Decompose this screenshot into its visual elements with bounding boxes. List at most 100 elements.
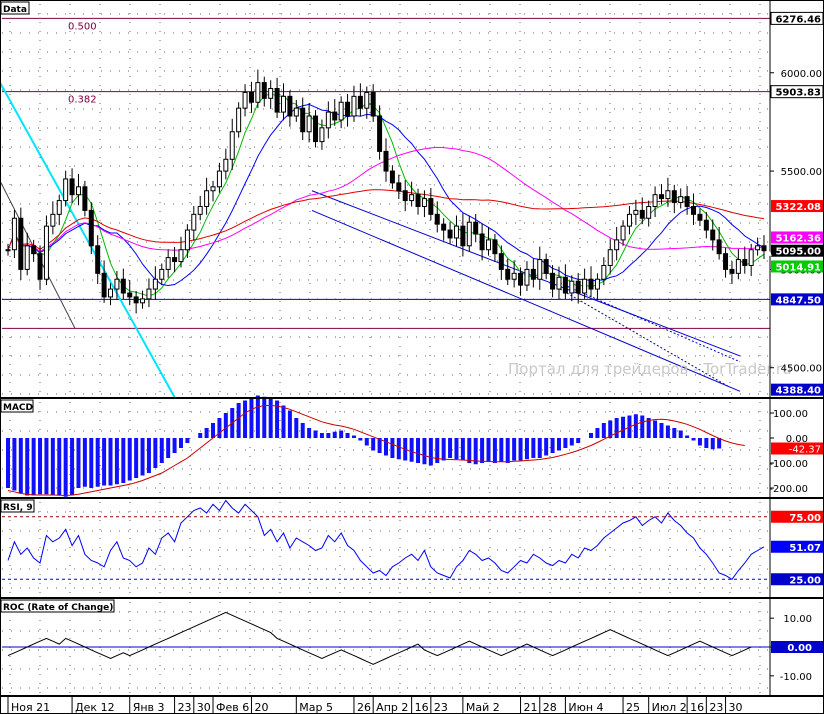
macd-histogram-bar xyxy=(12,438,17,491)
panel-title: RSI, 9 xyxy=(3,503,33,513)
candle-body xyxy=(415,194,421,207)
y-axis-tick-label: 0.00 xyxy=(786,434,808,445)
y-axis-tick-label: 10.00 xyxy=(783,614,812,625)
watermark-text: Портал для трейдеров - TorTrader.ru xyxy=(508,360,792,378)
candle-body xyxy=(742,259,748,266)
macd-histogram-bar xyxy=(409,438,414,462)
candle-body xyxy=(691,205,697,215)
macd-histogram-bar xyxy=(262,396,267,438)
candle-body xyxy=(300,107,306,133)
macd-histogram-bar xyxy=(665,425,670,438)
macd-histogram-bar xyxy=(140,438,145,476)
candle-body xyxy=(165,257,171,270)
candle-body xyxy=(82,186,88,211)
macd-histogram-bar xyxy=(243,400,248,438)
candle-body xyxy=(255,82,261,103)
x-axis-tick-label: Мар 5 xyxy=(299,701,333,714)
candle-body xyxy=(287,95,293,117)
macd-histogram-bar xyxy=(114,438,119,485)
macd-histogram-bar xyxy=(153,438,158,468)
candle-body xyxy=(223,158,229,172)
moving-average-line xyxy=(7,189,765,251)
candle-body xyxy=(178,249,184,263)
macd-signal-line xyxy=(7,405,745,497)
macd-histogram-bar xyxy=(166,438,171,458)
macd-histogram-bar xyxy=(550,438,555,453)
candle-body xyxy=(216,170,222,188)
candle-body xyxy=(402,190,408,202)
candle-body xyxy=(748,249,754,266)
macd-histogram-bar xyxy=(198,433,203,438)
candle-body xyxy=(409,194,415,202)
candle-body xyxy=(518,272,524,286)
x-axis-tick-label: 25 xyxy=(626,701,640,714)
candle-body xyxy=(678,196,684,204)
macd-histogram-bar xyxy=(678,430,683,438)
candle-body xyxy=(357,95,363,109)
macd-histogram-bar xyxy=(178,438,183,448)
price-marker-label: 6276.46 xyxy=(775,14,821,25)
candle-body xyxy=(50,213,56,227)
cyan-trend-line xyxy=(0,82,176,399)
macd-histogram-bar xyxy=(614,418,619,438)
candle-body xyxy=(582,278,588,294)
fib-level-label: 0.500 xyxy=(68,21,97,32)
roc-value-box xyxy=(771,641,823,653)
macd-histogram-bar xyxy=(633,414,638,438)
candle-body xyxy=(197,205,203,215)
candle-body xyxy=(761,245,767,252)
macd-histogram-bar xyxy=(255,395,260,438)
moving-average-line xyxy=(7,92,765,297)
price-marker-box xyxy=(771,231,823,244)
candle-body xyxy=(383,150,389,172)
macd-histogram-bar xyxy=(319,433,324,438)
y-axis-tick-label: 100.00 xyxy=(773,409,808,420)
grey-trend-line xyxy=(0,180,76,329)
price-marker-box xyxy=(771,293,823,306)
candle-body xyxy=(24,245,30,270)
candle-body xyxy=(75,186,81,196)
candle-body xyxy=(242,91,248,109)
macd-histogram-bar xyxy=(82,438,87,487)
macd-histogram-bar xyxy=(454,438,459,460)
macd-histogram-bar xyxy=(492,438,497,463)
macd-histogram-bar xyxy=(275,400,280,438)
macd-histogram-bar xyxy=(31,438,36,496)
candle-body xyxy=(466,221,472,247)
macd-histogram-bar xyxy=(384,438,388,456)
candle-body xyxy=(453,225,459,239)
macd-histogram-bar xyxy=(672,428,677,438)
macd-histogram-bar xyxy=(480,438,485,463)
macd-histogram-bar xyxy=(268,398,273,438)
candle-body xyxy=(505,268,511,280)
x-axis-tick-label: Май 2 xyxy=(466,701,500,714)
candle-body xyxy=(274,87,280,113)
candle-body xyxy=(63,178,69,202)
macd-histogram-bar xyxy=(146,438,151,473)
x-axis-tick-label: 28 xyxy=(543,701,557,714)
rsi-value-box xyxy=(771,540,823,553)
candle-body xyxy=(108,288,114,298)
macd-histogram-bar xyxy=(121,438,126,483)
candle-body xyxy=(639,209,645,219)
macd-histogram-bar xyxy=(351,435,356,438)
candle-body xyxy=(556,276,562,290)
trend-channel-dashed xyxy=(559,288,731,388)
candle-body xyxy=(658,194,664,200)
candle-body xyxy=(18,217,24,270)
macd-histogram-bar xyxy=(448,438,453,458)
candle-body xyxy=(428,198,434,215)
macd-histogram-bar xyxy=(102,438,107,486)
y-axis-tick-label: 5500.00 xyxy=(781,167,822,178)
macd-histogram-bar xyxy=(640,415,645,438)
macd-histogram-bar xyxy=(25,438,30,496)
candle-body xyxy=(184,229,190,251)
fib-level-label: 0.382 xyxy=(68,95,97,106)
candle-body xyxy=(492,239,498,255)
macd-histogram-bar xyxy=(18,438,23,493)
candle-body xyxy=(140,298,146,304)
macd-histogram-bar xyxy=(518,438,523,461)
macd-histogram-bar xyxy=(608,420,613,438)
